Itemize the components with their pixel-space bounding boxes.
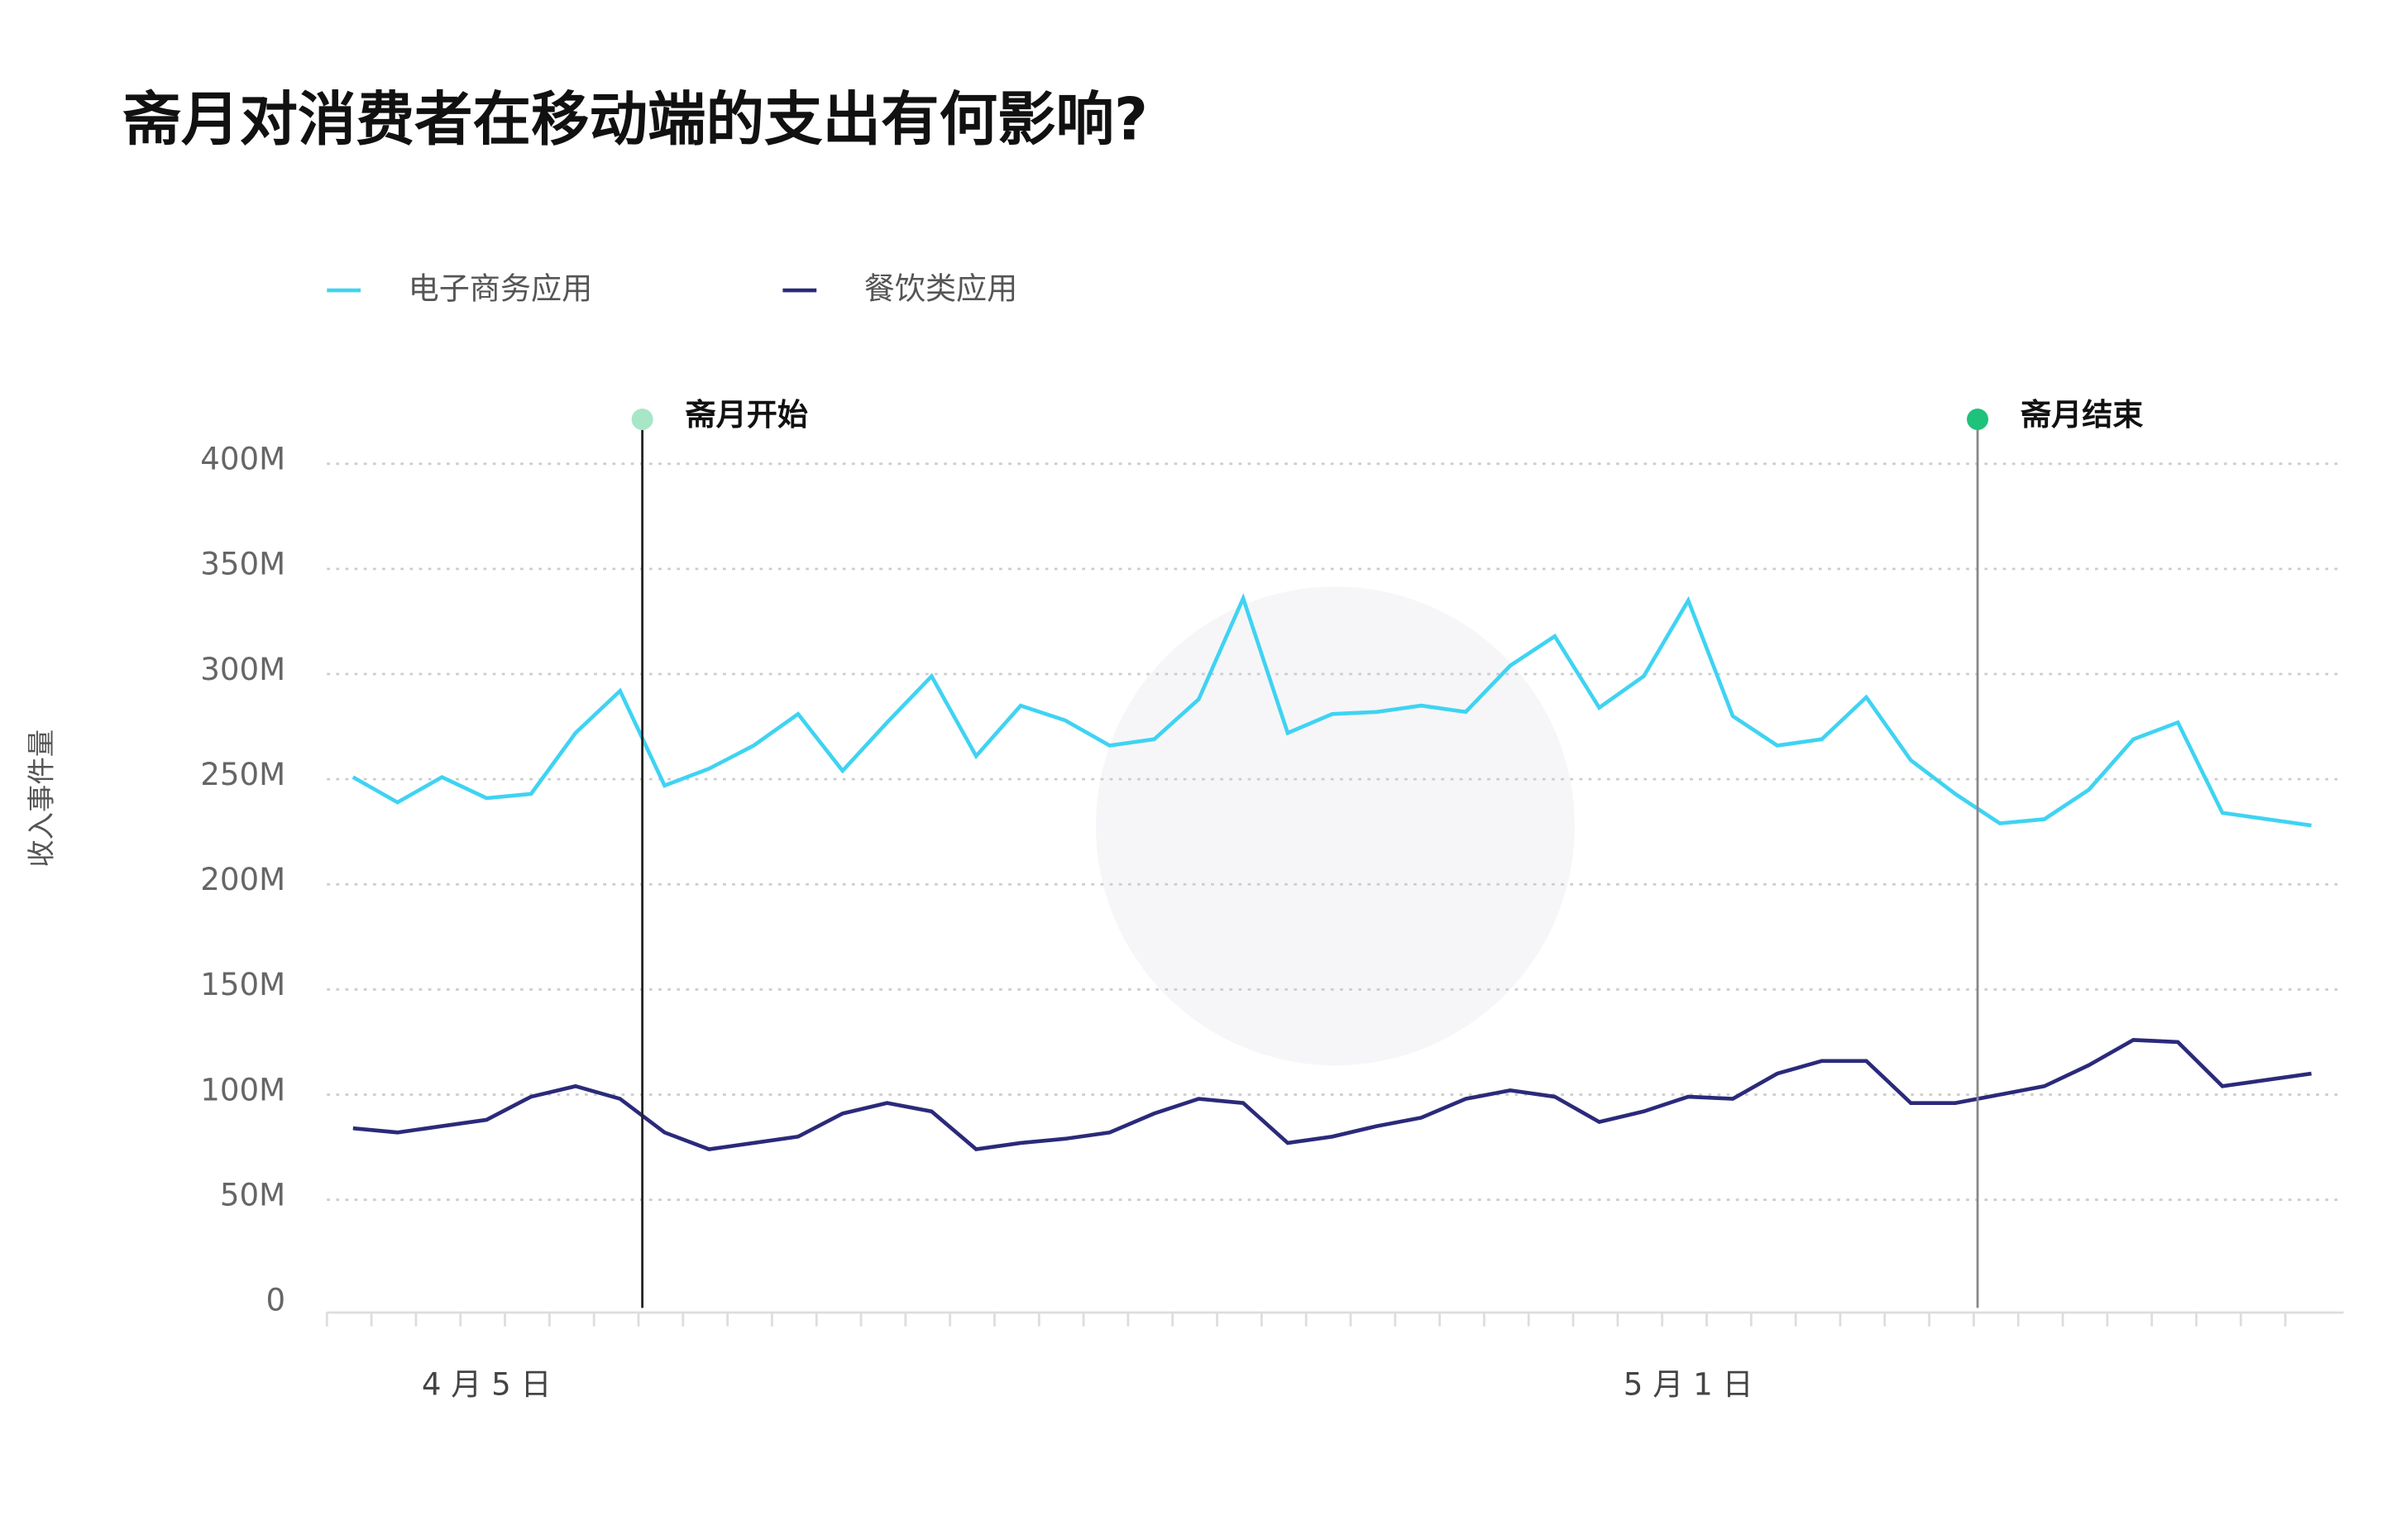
y-tick-label: 250M xyxy=(200,757,285,792)
y-tick-label: 50M xyxy=(220,1177,285,1212)
y-tick-label: 150M xyxy=(200,967,285,1002)
x-tick-label: 5 月 1 日 xyxy=(1624,1367,1753,1403)
annotation-dot xyxy=(631,408,653,430)
annotation-dot xyxy=(1967,408,1989,430)
series-line xyxy=(352,593,2312,828)
series-line xyxy=(352,1038,2312,1152)
y-tick-label: 100M xyxy=(200,1072,285,1107)
legend-label: 电子商务应用 xyxy=(409,271,593,307)
y-tick-label: 350M xyxy=(200,547,285,582)
legend-label: 餐饮类应用 xyxy=(864,271,1018,307)
annotation-label: 斋月结束 xyxy=(2021,397,2144,433)
x-tick-label: 4 月 5 日 xyxy=(422,1367,552,1403)
y-tick-label: 200M xyxy=(200,862,285,897)
y-tick-label: 400M xyxy=(200,442,285,477)
y-tick-label: 300M xyxy=(200,652,285,687)
y-axis-label: 收入事件量 xyxy=(25,729,57,868)
annotation-label: 斋月开始 xyxy=(686,397,808,433)
chart-title: 斋月对消费者在移动端的支出有何影响? xyxy=(122,85,1147,153)
y-tick-label: 0 xyxy=(266,1282,286,1318)
watermark xyxy=(1095,586,1575,1066)
